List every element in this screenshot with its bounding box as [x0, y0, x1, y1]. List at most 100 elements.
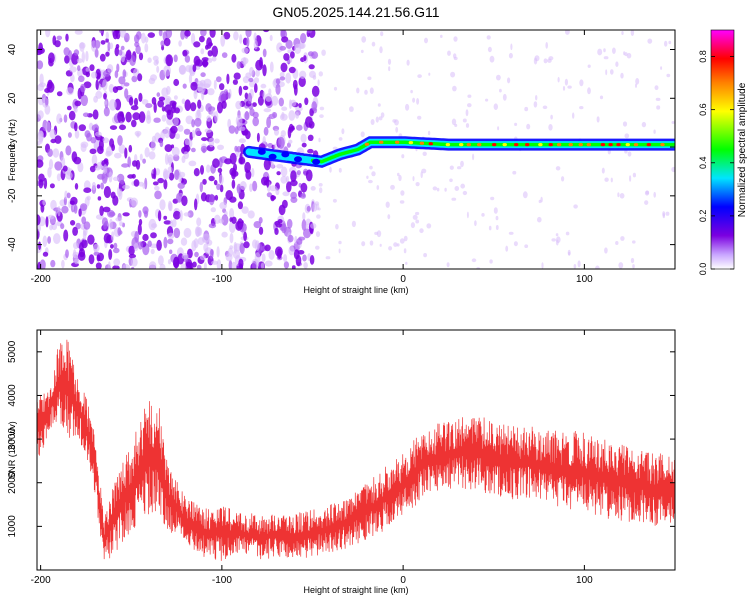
noise-speckle [599, 95, 604, 100]
noise-speckle [467, 103, 472, 108]
x-tick-label: 0 [400, 575, 406, 586]
noise-speckle [489, 259, 493, 264]
noise-blob [183, 227, 192, 238]
noise-blob [291, 265, 296, 269]
noise-blob [262, 136, 266, 146]
noise-speckle [449, 165, 454, 170]
noise-blob [128, 144, 133, 153]
noise-speckle [565, 231, 570, 236]
noise-blob [172, 218, 177, 228]
noise-blob [128, 96, 134, 106]
noise-speckle [419, 228, 424, 234]
noise-speckle [385, 201, 390, 208]
noise-speckle [579, 106, 584, 110]
noise-blob [65, 33, 69, 42]
noise-blob [173, 95, 178, 100]
noise-blob [134, 97, 138, 107]
noise-speckle [338, 240, 342, 245]
noise-blob [133, 243, 139, 251]
noise-blob [288, 66, 296, 74]
noise-speckle [555, 166, 561, 171]
x-tick-label: -200 [31, 274, 51, 285]
noise-blob [280, 175, 288, 184]
noise-blob [203, 78, 212, 88]
noise-speckle [505, 245, 509, 252]
noise-blob [48, 159, 54, 170]
noise-blob [156, 92, 161, 97]
noise-blob [243, 111, 250, 121]
noise-blob [153, 60, 159, 66]
noise-speckle [604, 177, 609, 182]
noise-blob [125, 50, 132, 61]
noise-blob [108, 211, 116, 217]
noise-blob [287, 234, 294, 243]
noise-speckle [403, 248, 407, 254]
noise-speckle [545, 42, 548, 49]
noise-blob [167, 259, 172, 265]
noise-blob [254, 252, 261, 264]
noise-speckle [573, 264, 577, 269]
noise-blob [101, 172, 108, 184]
noise-blob [298, 76, 306, 88]
noise-speckle [562, 86, 566, 91]
noise-blob [107, 41, 111, 52]
noise-speckle [405, 103, 410, 111]
noise-blob [120, 179, 125, 185]
noise-blob [150, 232, 157, 239]
noise-blob [193, 168, 200, 177]
noise-blob [234, 126, 239, 135]
noise-blob [85, 50, 89, 62]
noise-blob [65, 171, 73, 180]
noise-blob [42, 235, 48, 248]
noise-blob [123, 82, 130, 87]
noise-blob [233, 241, 238, 254]
noise-blob [79, 203, 88, 212]
noise-blob [286, 218, 293, 229]
noise-blob [213, 179, 218, 186]
noise-blob [304, 203, 311, 214]
noise-blob [223, 31, 231, 40]
noise-blob [213, 79, 217, 90]
ridge-blob [312, 158, 321, 165]
noise-blob [117, 111, 124, 123]
noise-blob [298, 103, 302, 108]
noise-speckle [595, 265, 600, 269]
noise-speckle [668, 40, 672, 45]
noise-blob [147, 32, 155, 38]
noise-blob [209, 30, 216, 38]
noise-blob [82, 112, 90, 118]
noise-speckle [632, 264, 635, 269]
snr-frame [36, 329, 676, 571]
noise-blob [269, 34, 273, 42]
noise-blob [262, 64, 267, 77]
noise-blob [158, 96, 166, 102]
noise-blob [279, 76, 286, 81]
noise-speckle [524, 106, 529, 112]
noise-speckle [375, 116, 379, 123]
noise-blob [103, 233, 111, 244]
noise-blob [83, 81, 92, 89]
noise-speckle [319, 114, 324, 118]
noise-blob [166, 117, 174, 126]
noise-blob [242, 85, 249, 91]
noise-blob [241, 47, 249, 54]
noise-speckle [329, 166, 332, 173]
noise-blob [120, 45, 125, 51]
noise-blob [200, 165, 204, 175]
noise-blob [255, 59, 263, 71]
noise-blob [216, 246, 220, 258]
noise-blob [157, 99, 165, 108]
noise-blob [228, 259, 233, 269]
noise-blob [122, 264, 130, 269]
noise-blob [138, 210, 142, 218]
noise-speckle [573, 204, 578, 209]
colorbar-tick-label: 0.0 [698, 263, 708, 276]
noise-speckle [624, 133, 630, 139]
noise-blob [301, 219, 307, 231]
noise-blob [255, 69, 260, 77]
noise-speckle [548, 124, 553, 131]
noise-blob [83, 180, 91, 191]
noise-speckle [537, 216, 542, 223]
noise-blob [165, 54, 173, 67]
noise-speckle [603, 56, 609, 60]
